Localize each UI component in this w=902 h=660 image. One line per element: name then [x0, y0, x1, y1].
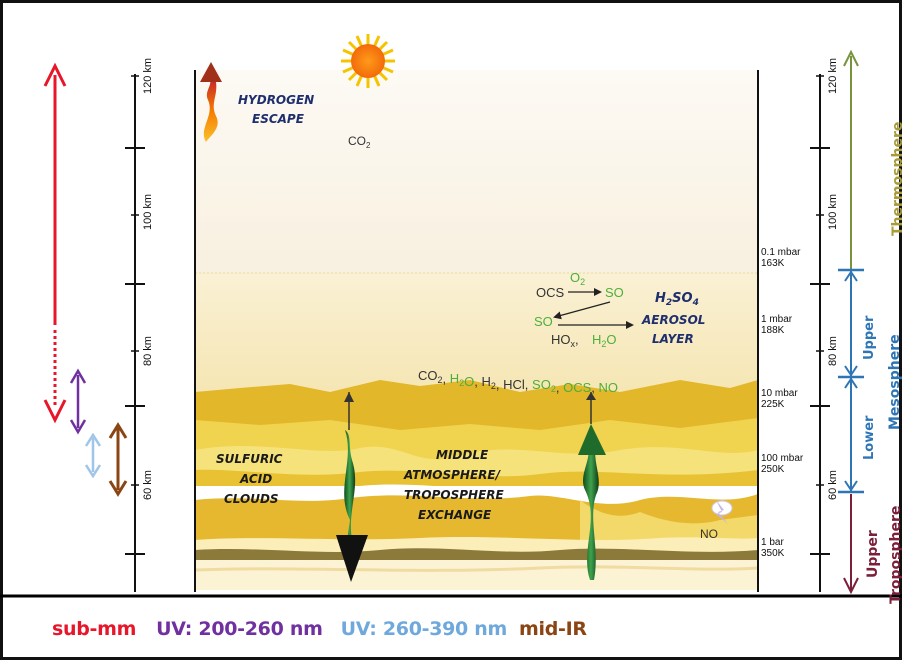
species-text: , — [443, 371, 450, 386]
species-text: , HCl, — [496, 377, 532, 392]
cloud-band-streak — [195, 469, 758, 486]
hydrogen-label: HYDROGEN — [238, 93, 314, 107]
lightning-icon — [711, 500, 733, 524]
middle-label: MIDDLE — [436, 448, 489, 462]
species-text: H — [450, 371, 459, 386]
temperature-label: 250K — [761, 464, 785, 475]
right-tick-60: 60 km — [827, 470, 839, 500]
species-text: SO — [532, 377, 551, 392]
no-label: NO — [700, 527, 718, 541]
mid-ir-range-arrow — [108, 422, 128, 497]
surface-haze — [195, 560, 758, 590]
layer-label: LAYER — [652, 332, 694, 346]
troposphere-label: TROPOSPHERE — [404, 488, 505, 502]
chemistry-cycle: OCS O2 SO SO HOx, H2O — [534, 270, 624, 349]
left-tick-100: 100 km — [142, 194, 154, 230]
so-left-label: SO — [534, 314, 553, 329]
temperature-label: 188K — [761, 325, 785, 336]
species-subscript: 2 — [551, 384, 556, 394]
right-tick-80: 80 km — [827, 336, 839, 366]
aerosol-label: AEROSOL — [641, 313, 705, 327]
hydrogen-escape-arrow-icon — [200, 62, 222, 142]
species-text: , H — [474, 374, 491, 389]
upward-exchange-arrow-icon — [578, 392, 606, 580]
region-labels: HYDROGEN ESCAPE AEROSOL LAYER SULFURIC A… — [216, 93, 705, 522]
left-altitude-scale: 120 km 100 km 80 km 60 km — [125, 58, 154, 592]
right-tick-120: 120 km — [827, 58, 839, 94]
right-tick-100: 100 km — [827, 194, 839, 230]
species-text: , — [591, 380, 598, 395]
ocs-label: OCS — [536, 285, 565, 300]
downward-exchange-arrow-icon — [336, 392, 368, 582]
submm-range-arrow — [43, 62, 67, 424]
pressure-label: 0.1 mbar — [761, 247, 801, 258]
h2so4-label: H2SO4 — [655, 291, 699, 308]
legend-uv-200-260: UV: 200-260 nm — [156, 618, 323, 640]
thermosphere-label: Thermosphere — [890, 122, 902, 236]
species-subscript: 2 — [491, 381, 496, 391]
co2-label: CO2 — [348, 134, 371, 150]
species-subscript: 2 — [459, 378, 464, 388]
legend-submm: sub-mm — [52, 618, 137, 640]
species-subscript: 2 — [438, 375, 443, 385]
chemistry-arrows — [553, 288, 634, 329]
clouds-label: CLOUDS — [224, 492, 279, 506]
upper-troposphere-label: Upper — [865, 530, 881, 578]
pressure-label: 100 mbar — [761, 453, 804, 464]
uv-200-260-range-arrow — [69, 368, 87, 435]
arrow-icon — [553, 301, 611, 320]
aerosol-haze — [195, 272, 758, 392]
so-top-label: SO — [605, 285, 624, 300]
exchange-label: EXCHANGE — [418, 508, 492, 522]
species-text: CO — [418, 368, 438, 383]
legend-mid-ir: mid-IR — [519, 618, 587, 640]
pressure-label: 1 bar — [761, 537, 784, 548]
acid-label: ACID — [239, 472, 272, 486]
lower-mesosphere-label: Lower — [862, 415, 877, 460]
species-text: O — [464, 374, 474, 389]
troposphere-bracket — [843, 494, 859, 595]
species-list: CO2, H2O, H2, HCl, SO2, OCS, NO — [418, 368, 618, 395]
cloud-band-base — [195, 537, 758, 552]
temperature-label: 225K — [761, 399, 785, 410]
cloud-gap — [195, 484, 758, 498]
troposphere-label: Troposphere — [888, 506, 902, 604]
thermosphere-bracket — [843, 49, 859, 275]
cloud-band-mid2 — [195, 446, 758, 480]
left-tick-80: 80 km — [142, 336, 154, 366]
temperature-label: 350K — [761, 548, 785, 559]
upper-mesosphere-label: Upper — [862, 315, 877, 360]
cloud-band-lower-light — [580, 500, 758, 545]
surface-streak — [194, 565, 759, 572]
left-tick-60: 60 km — [142, 470, 154, 500]
right-altitude-scale: 120 km 100 km 80 km 60 km — [810, 58, 839, 592]
atmosphere-panel — [194, 70, 759, 592]
h2o-label: H2O — [592, 332, 617, 349]
mesosphere-bracket — [838, 268, 864, 494]
pressure-label: 10 mbar — [761, 388, 798, 399]
hox-label: HOx, — [551, 332, 579, 349]
species-text: OCS — [563, 380, 592, 395]
o2-label: O2 — [570, 270, 585, 287]
pressure-label: 1 mbar — [761, 314, 793, 325]
species-text: , — [556, 380, 563, 395]
upper-atmosphere — [195, 70, 758, 275]
surface-band — [195, 548, 758, 560]
sulfuric-label: SULFURIC — [216, 452, 283, 466]
legend: sub-mm UV: 200-260 nm UV: 260-390 nm mid… — [52, 612, 587, 646]
species-text: NO — [599, 380, 619, 395]
left-tick-120: 120 km — [142, 58, 154, 94]
legend-uv-260-390: UV: 260-390 nm — [340, 618, 508, 640]
pressure-labels: 0.1 mbar 163K 1 mbar 188K 10 mbar 225K 1… — [761, 247, 804, 559]
escape-label: ESCAPE — [252, 112, 305, 126]
mesosphere-label: Mesosphere — [887, 334, 902, 430]
sun-icon — [341, 34, 395, 88]
atmosphere-label: ATMOSPHERE/ — [403, 468, 502, 482]
temperature-label: 163K — [761, 258, 785, 269]
uv-260-390-range-arrow — [84, 432, 102, 479]
